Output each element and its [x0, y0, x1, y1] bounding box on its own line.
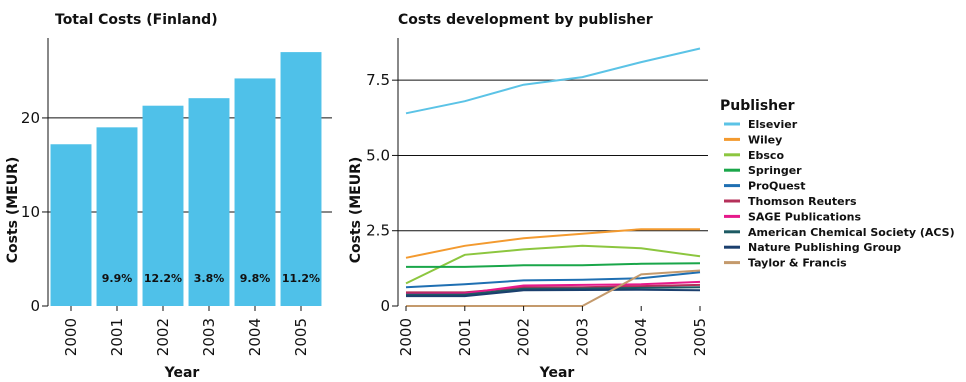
bar-chart-title: Total Costs (Finland)	[55, 12, 218, 28]
line-x-tick-label-2000: 2000	[397, 318, 415, 356]
line-chart: Costs development by publisher 0 2.5 5.0 7.…	[348, 12, 955, 381]
legend-label: Ebsco	[748, 149, 784, 162]
line-chart-y-ticks: 0 2.5 5.0 7.5	[366, 71, 398, 315]
line-x-tick-label-2003: 2003	[573, 318, 591, 356]
legend-label: American Chemical Society (ACS)	[748, 226, 955, 239]
bar-2005	[280, 52, 322, 307]
line-chart-y-axis-label: Costs (MEUR)	[348, 157, 364, 264]
legend-item: American Chemical Society (ACS)	[724, 226, 955, 239]
legend-items: Elsevier Wiley Ebsco Springer ProQuest Thomso…	[724, 118, 955, 270]
line-x-tick-label-2004: 2004	[632, 318, 650, 356]
legend-label: Thomson Reuters	[748, 195, 857, 208]
line-chart-x-ticks: 2000 2001 2002 2003 2004 2005	[397, 306, 709, 356]
line-x-tick-label-2001: 2001	[456, 318, 474, 356]
bar-data-label-2003: 3.8%	[194, 272, 225, 285]
legend: Publisher Elsevier Wiley Ebsco Springer ProQ…	[720, 98, 955, 270]
bar-2000	[50, 144, 92, 306]
legend-item: Elsevier	[724, 118, 798, 131]
bar-2004	[234, 78, 276, 306]
bar-2003	[188, 98, 230, 306]
bar-2001	[96, 127, 138, 306]
line-chart-title: Costs development by publisher	[398, 12, 653, 28]
legend-title: Publisher	[720, 98, 795, 114]
bar-chart-data-labels: 9.9% 12.2% 3.8% 9.8% 11.2%	[102, 272, 320, 285]
legend-label: ProQuest	[748, 180, 806, 193]
series-line-american-chemical-society-acs-	[406, 286, 701, 296]
series-line-wiley	[405, 228, 700, 259]
legend-item: Wiley	[724, 133, 782, 146]
series-line-ebsco	[405, 244, 701, 285]
bar-chart-x-axis-label: Year	[164, 365, 200, 381]
legend-item: Ebsco	[724, 149, 784, 162]
bar-2002	[142, 105, 184, 306]
legend-label: Wiley	[748, 133, 782, 146]
series-line-sage-publications	[405, 280, 701, 295]
line-y-tick-label-0: 0	[380, 297, 390, 315]
bar-y-tick-label-10: 10	[21, 203, 40, 221]
series-line-nature-publishing-group	[406, 288, 701, 298]
series-line-proquest	[405, 271, 701, 289]
legend-label: Nature Publishing Group	[748, 241, 901, 254]
bar-x-tick-label-2005: 2005	[292, 318, 310, 356]
series-line-thomson-reuters	[406, 283, 701, 294]
bar-data-label-2002: 12.2%	[144, 272, 182, 285]
bar-data-label-2005: 11.2%	[282, 272, 320, 285]
legend-item: ProQuest	[724, 180, 806, 193]
bar-data-label-2004: 9.8%	[240, 272, 271, 285]
bar-data-label-2001: 9.9%	[102, 272, 133, 285]
legend-item: Thomson Reuters	[724, 195, 857, 208]
series-line-taylor-francis	[406, 269, 701, 307]
series-line-springer	[406, 262, 701, 268]
line-chart-x-axis-label: Year	[539, 365, 575, 381]
bar-x-tick-label-2003: 2003	[200, 318, 218, 356]
legend-label: Elsevier	[748, 118, 798, 131]
line-x-tick-label-2005: 2005	[691, 318, 709, 356]
legend-label: SAGE Publications	[748, 210, 861, 223]
bar-chart-y-ticks: 0 10 20	[21, 109, 48, 315]
legend-item: Taylor & Francis	[724, 257, 847, 270]
bar-x-tick-label-2004: 2004	[246, 318, 264, 356]
series-line-elsevier	[405, 47, 701, 115]
bar-chart: Total Costs (Finland) 9.9% 12.2% 3.8% 9.8% 1…	[5, 12, 332, 381]
bar-x-tick-label-2002: 2002	[154, 318, 172, 356]
line-y-tick-label-2.5: 2.5	[366, 222, 390, 240]
legend-item: Springer	[724, 164, 802, 177]
bar-y-tick-label-20: 20	[21, 109, 40, 127]
bar-y-tick-label-0: 0	[30, 297, 40, 315]
line-y-tick-label-5.0: 5.0	[366, 146, 390, 164]
line-chart-gridlines	[398, 79, 708, 232]
bar-x-tick-label-2000: 2000	[62, 318, 80, 356]
legend-item: SAGE Publications	[724, 210, 861, 223]
bar-x-tick-label-2001: 2001	[108, 318, 126, 356]
bar-chart-x-ticks: 2000 2001 2002 2003 2004 2005	[62, 306, 310, 356]
line-chart-series	[405, 47, 701, 307]
legend-label: Springer	[748, 164, 802, 177]
line-x-tick-label-2002: 2002	[515, 318, 533, 356]
legend-label: Taylor & Francis	[748, 257, 847, 270]
bar-chart-y-axis-label: Costs (MEUR)	[5, 157, 21, 264]
line-y-tick-label-7.5: 7.5	[366, 71, 390, 89]
legend-item: Nature Publishing Group	[724, 241, 901, 254]
bar-chart-bars	[50, 52, 322, 307]
